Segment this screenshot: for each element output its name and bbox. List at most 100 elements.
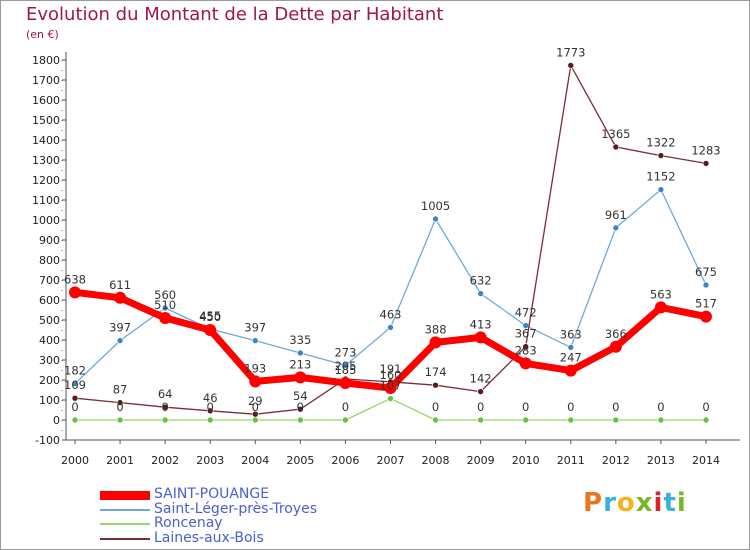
data-label: 388 xyxy=(425,322,447,336)
data-point xyxy=(477,416,484,424)
legend-swatch xyxy=(100,490,150,500)
x-tick-label: 2004 xyxy=(241,454,269,467)
data-label: 413 xyxy=(470,317,492,331)
data-point xyxy=(612,416,620,424)
data-label: 0 xyxy=(252,400,259,414)
data-point xyxy=(161,403,169,411)
data-label: 273 xyxy=(334,345,356,359)
data-point xyxy=(297,405,304,413)
data-point xyxy=(297,416,304,424)
data-label: 213 xyxy=(289,357,311,371)
data-point xyxy=(702,281,710,289)
data-point xyxy=(297,349,304,357)
x-tick-label: 2002 xyxy=(151,454,179,467)
data-label: 54 xyxy=(293,389,308,403)
data-point xyxy=(69,286,81,299)
data-label: 160 xyxy=(380,368,402,382)
legend-label: Roncenay xyxy=(154,515,223,531)
x-tick-label: 2006 xyxy=(331,454,359,467)
data-point xyxy=(159,312,172,324)
legend-item: Laines-aux-Bois xyxy=(100,530,360,547)
data-label: 611 xyxy=(109,278,131,292)
data-point xyxy=(477,290,484,297)
data-label: 638 xyxy=(64,272,86,286)
x-tick-label: 2008 xyxy=(422,454,450,467)
data-label: 46 xyxy=(203,391,218,405)
y-tick-label: 100 xyxy=(39,394,60,407)
data-label: 450 xyxy=(199,310,221,324)
data-point xyxy=(429,336,442,349)
data-label: 109 xyxy=(64,378,86,392)
data-label: 185 xyxy=(334,363,356,377)
data-point xyxy=(161,304,169,312)
data-label: 0 xyxy=(702,400,709,414)
data-label: 182 xyxy=(64,364,86,378)
legend-swatch xyxy=(100,509,150,511)
data-point xyxy=(251,410,259,418)
data-point xyxy=(387,395,394,402)
x-tick-label: 2014 xyxy=(692,454,720,467)
y-tick-label: 1700 xyxy=(32,74,60,87)
data-label: 0 xyxy=(612,400,619,414)
data-label: 397 xyxy=(244,321,266,335)
y-tick-label: 400 xyxy=(39,334,60,347)
x-tick-label: 2007 xyxy=(376,454,404,467)
legend-swatch xyxy=(100,523,150,525)
y-tick-label: 700 xyxy=(39,274,60,287)
data-label: 205 xyxy=(334,359,356,373)
data-point xyxy=(251,416,259,424)
data-point xyxy=(519,357,532,370)
data-label: 0 xyxy=(116,400,123,414)
data-label: 87 xyxy=(113,383,128,397)
data-point xyxy=(342,416,349,424)
data-point xyxy=(432,381,439,389)
data-label: 517 xyxy=(695,297,717,311)
data-label: 0 xyxy=(657,400,664,414)
data-point xyxy=(116,399,124,406)
data-label: 142 xyxy=(470,372,492,386)
data-label: 366 xyxy=(605,327,627,341)
data-point xyxy=(114,291,127,304)
data-label: 1773 xyxy=(556,45,585,59)
data-point xyxy=(71,416,79,424)
data-label: 1005 xyxy=(421,199,450,213)
data-point xyxy=(702,160,710,167)
data-point xyxy=(206,416,214,424)
y-tick-label: 1100 xyxy=(32,194,60,207)
y-tick-label: 1300 xyxy=(32,154,60,167)
data-point xyxy=(609,340,622,353)
logo-letter: x xyxy=(635,488,654,518)
data-label: 510 xyxy=(154,298,176,312)
x-tick-label: 2012 xyxy=(602,454,630,467)
x-tick-label: 2003 xyxy=(196,454,224,467)
legend-label: Laines-aux-Bois xyxy=(154,530,264,546)
data-label: 472 xyxy=(515,306,537,320)
logo-letter: r xyxy=(603,488,617,518)
data-point xyxy=(71,380,79,387)
data-point xyxy=(71,394,79,402)
data-point xyxy=(116,416,124,424)
data-label: 335 xyxy=(289,333,311,347)
data-label: 0 xyxy=(71,400,78,414)
data-point xyxy=(204,324,217,336)
x-tick-label: 2000 xyxy=(61,454,89,467)
logo-letter: i xyxy=(653,488,664,518)
data-label: 29 xyxy=(248,394,263,408)
data-label: 363 xyxy=(560,327,582,341)
data-point xyxy=(161,416,169,424)
data-point xyxy=(116,337,124,344)
data-label: 0 xyxy=(522,400,529,414)
y-tick-label: 800 xyxy=(39,254,60,267)
data-label: 0 xyxy=(161,400,168,414)
data-point xyxy=(564,364,577,377)
data-label: 560 xyxy=(154,288,176,302)
data-point xyxy=(432,416,439,424)
data-point xyxy=(474,331,487,344)
y-tick-label: -100 xyxy=(35,434,60,447)
legend-item: Saint-Léger-près-Troyes xyxy=(100,501,360,518)
y-tick-label: 600 xyxy=(39,294,60,307)
x-tick-label: 2013 xyxy=(647,454,675,467)
y-tick-label: 0 xyxy=(53,414,60,427)
y-tick-label: 200 xyxy=(39,374,60,387)
data-label: 247 xyxy=(560,351,582,365)
